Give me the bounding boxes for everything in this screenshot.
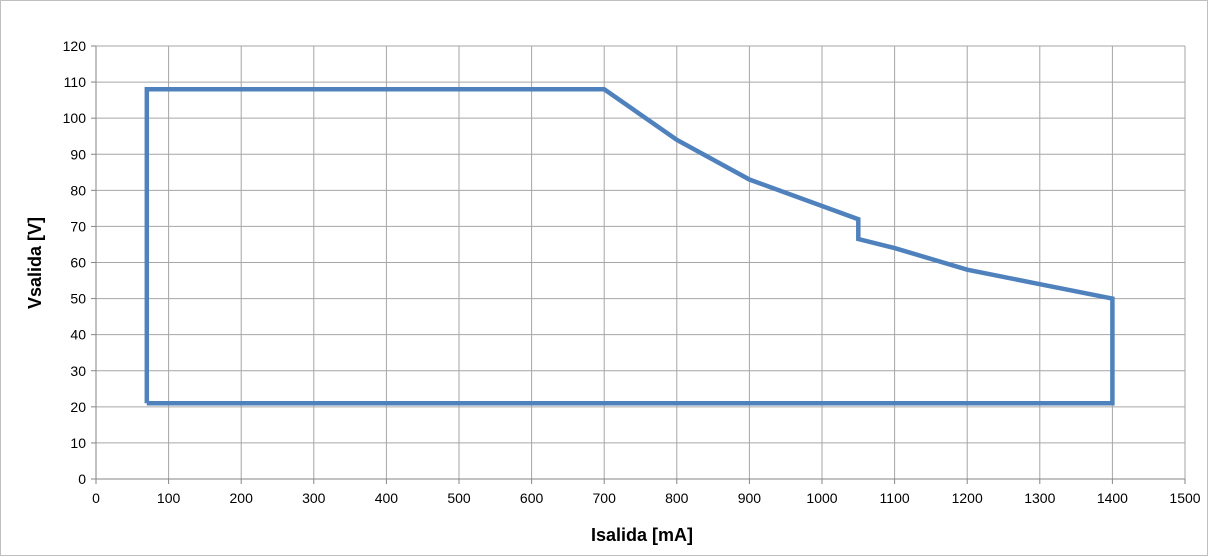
y-tick-label: 110: [64, 74, 87, 90]
x-tick-label: 300: [302, 490, 326, 506]
y-tick-label: 10: [70, 435, 86, 451]
series-line: [144, 87, 1115, 406]
series: [144, 87, 1115, 406]
x-tick-label: 900: [738, 490, 762, 506]
y-tick-label: 80: [70, 182, 86, 198]
y-tick-label: 40: [70, 327, 86, 343]
y-tick-label: 0: [78, 471, 86, 487]
x-tick-label: 700: [593, 490, 617, 506]
x-tick-label: 600: [520, 490, 544, 506]
x-tick-label: 500: [447, 490, 471, 506]
x-tick-label: 1300: [1024, 490, 1055, 506]
y-tick-label: 60: [70, 255, 86, 271]
y-tick-label: 30: [70, 363, 86, 379]
y-tick-label: 20: [70, 399, 86, 415]
x-tick-label: 1000: [806, 490, 837, 506]
x-tick-label: 1100: [880, 490, 910, 506]
x-tick-label: 800: [665, 490, 689, 506]
y-tick-label: 70: [70, 218, 86, 234]
y-axis-title: Vsalida [V]: [25, 217, 45, 309]
x-tick-label: 0: [92, 490, 100, 506]
y-tick-label: 90: [70, 146, 86, 162]
x-tick-label: 100: [157, 490, 181, 506]
x-tick-label: 1500: [1169, 490, 1200, 506]
x-tick-label: 1200: [952, 490, 983, 506]
y-tick-label: 100: [63, 110, 87, 126]
y-tick-label: 50: [70, 291, 86, 307]
y-tick-label: 120: [63, 38, 87, 54]
x-tick-label: 1400: [1097, 490, 1128, 506]
grid: [96, 45, 1186, 479]
axes: [91, 45, 1186, 484]
x-tick-label: 200: [230, 490, 254, 506]
x-axis-title: Isalida [mA]: [591, 525, 693, 545]
x-tick-label: 400: [375, 490, 399, 506]
